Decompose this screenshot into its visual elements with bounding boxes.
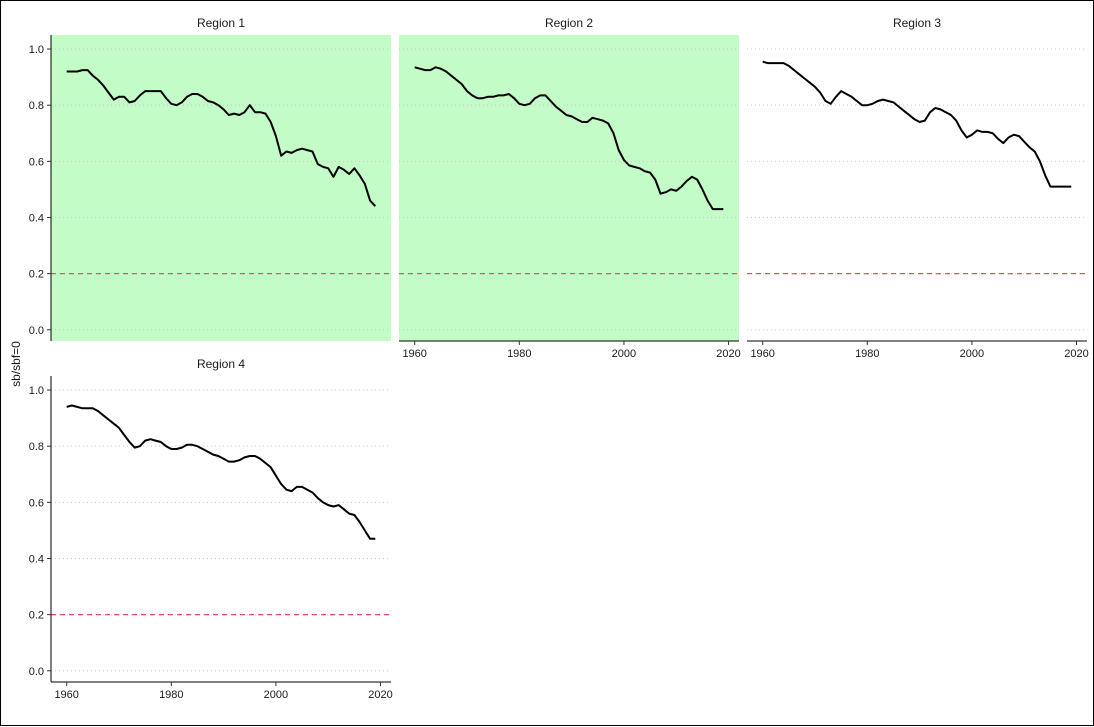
panel-2-x-tick-label-0: 1960	[402, 348, 426, 360]
panel-1-highlight-background	[51, 35, 391, 341]
panel-4-y-tick-label-5: 1.0	[29, 385, 44, 397]
panel-2-series-line-0	[414, 66, 724, 211]
panel-4-y-tick-label-4: 0.8	[29, 441, 44, 453]
panel-1-y-tick-label-2: 0.4	[29, 212, 44, 224]
panel-4-y-tick-label-3: 0.6	[29, 497, 44, 509]
panel-4-x-tick-label-1: 1980	[159, 689, 183, 701]
panel-4-y-tick-label-1: 0.2	[29, 610, 44, 622]
panel-2-x-tick-label-1: 1980	[507, 348, 531, 360]
panel-1-y-tick-label-1: 0.2	[29, 269, 44, 281]
y-axis-label: sb/sbf=0	[9, 341, 23, 387]
panel-4-y-tick-label-2: 0.4	[29, 553, 44, 565]
panel-3-x-tick-label-3: 2020	[1064, 348, 1088, 360]
panel-1-title: Region 1	[197, 16, 245, 30]
panel-4-x-tick-label-3: 2020	[368, 689, 392, 701]
panel-2-x-tick-label-3: 2020	[716, 348, 740, 360]
panel-1-y-tick-label-0: 0.0	[29, 325, 44, 337]
panel-3-x-tick-label-1: 1980	[855, 348, 879, 360]
panel-3-x-tick-label-0: 1960	[750, 348, 774, 360]
panel-4-x-tick-label-2: 2000	[264, 689, 288, 701]
panel-3-title: Region 3	[893, 16, 941, 30]
panel-4-series-line-0	[66, 404, 376, 540]
panel-2-x-tick-label-2: 2000	[612, 348, 636, 360]
panel-2-highlight-background	[399, 35, 739, 341]
panel-1-y-tick-label-5: 1.0	[29, 44, 44, 56]
panel-3-series-line-0	[762, 60, 1072, 188]
panel-1-y-tick-label-3: 0.6	[29, 156, 44, 168]
panel-4-x-tick-label-0: 1960	[54, 689, 78, 701]
panel-1-y-tick-label-4: 0.8	[29, 100, 44, 112]
panel-2-title: Region 2	[545, 16, 593, 30]
panel-4-title: Region 4	[197, 357, 245, 371]
panel-4-y-tick-label-0: 0.0	[29, 666, 44, 678]
panel-3-x-tick-label-2: 2000	[960, 348, 984, 360]
panel-1-series-line-0	[66, 69, 377, 207]
